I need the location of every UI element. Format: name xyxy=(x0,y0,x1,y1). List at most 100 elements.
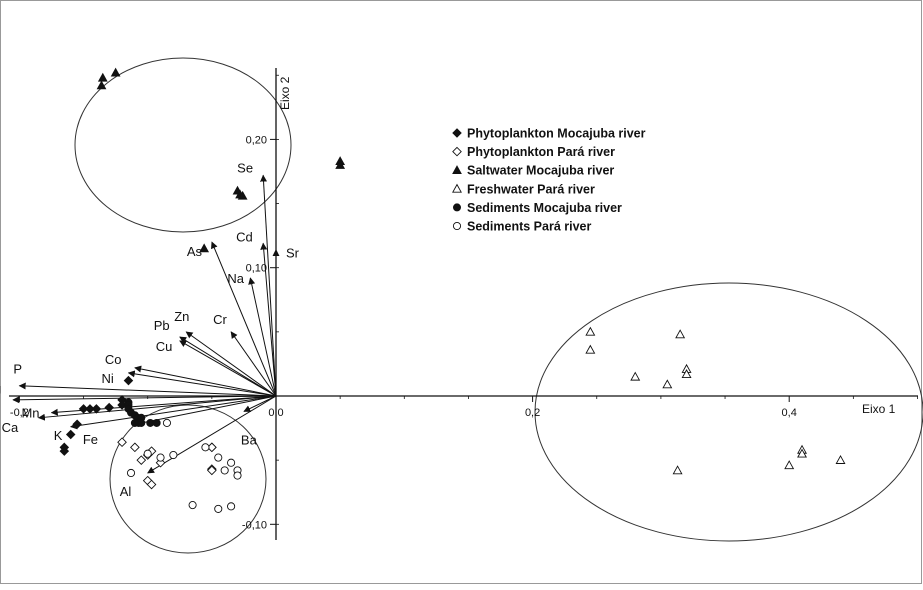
loading-label-fe: Fe xyxy=(83,432,98,447)
legend-label-phytoplankton-mocajuba-river: Phytoplankton Mocajuba river xyxy=(467,127,646,141)
y-axis-label: Eixo 2 xyxy=(278,76,292,110)
point-sediments-par-river xyxy=(126,468,136,478)
loading-arrow-al xyxy=(147,395,277,474)
loading-label-cu: Cu xyxy=(156,339,173,354)
point-phytoplankton-mocajuba-river xyxy=(72,419,82,429)
legend-marker-phytoplankton-par-river xyxy=(452,146,462,157)
point-freshwater-par-river xyxy=(835,455,846,464)
point-phytoplankton-par-river xyxy=(146,479,157,490)
legend-marker-phytoplankton-mocajuba-river xyxy=(452,128,462,138)
legend-label-phytoplankton-par-river: Phytoplankton Pará river xyxy=(467,145,615,159)
loading-label-sr: Sr xyxy=(286,246,300,261)
ellipse-saltwater-cluster xyxy=(74,57,292,233)
cluster-ellipses xyxy=(74,57,923,554)
point-phytoplankton-mocajuba-river xyxy=(65,429,76,440)
x-tick-label: 0,0 xyxy=(268,407,283,419)
point-saltwater-mocajuba-river xyxy=(97,72,108,82)
point-freshwater-par-river xyxy=(585,326,596,336)
tick-labels: -0,2 0,0 0,2 0,4 0,20 0,10 -0,10 Eixo 1 Eixo 2 xyxy=(10,76,896,531)
point-freshwater-par-river xyxy=(675,329,686,339)
loading-arrow-cu xyxy=(179,340,277,397)
loading-label-zn: Zn xyxy=(174,309,189,324)
point-saltwater-mocajuba-river xyxy=(335,160,346,169)
ellipse-freshwater-cluster xyxy=(534,282,923,542)
loading-arrow-se xyxy=(260,174,277,397)
point-phytoplankton-par-river xyxy=(155,457,166,468)
loading-arrow-na xyxy=(248,277,277,397)
legend: Phytoplankton Mocajuba river Phytoplankto… xyxy=(452,127,646,234)
loading-arrow-pb xyxy=(179,336,277,397)
loading-arrow-as xyxy=(211,241,277,397)
point-sediments-par-river xyxy=(227,458,236,467)
legend-marker-freshwater-par-river xyxy=(452,183,462,193)
loading-arrow-ba xyxy=(243,395,277,412)
x-tick-label: -0,2 xyxy=(10,407,29,419)
legend-marker-sediments-par-river xyxy=(452,221,462,231)
loading-arrow-p xyxy=(18,382,277,397)
x-axis-label: Eixo 1 xyxy=(862,402,896,416)
legend-marker-sediments-mocajuba-river xyxy=(452,203,461,212)
point-phytoplankton-mocajuba-river xyxy=(104,402,114,413)
loading-label-pb: Pb xyxy=(154,318,170,333)
point-phytoplankton-mocajuba-river xyxy=(123,375,134,386)
loading-label-ca: Ca xyxy=(2,420,19,435)
loading-label-ba: Ba xyxy=(241,432,258,447)
point-phytoplankton-par-river xyxy=(146,446,157,457)
point-saltwater-mocajuba-river xyxy=(110,67,121,77)
point-sediments-par-river xyxy=(214,453,223,462)
point-sediments-par-river xyxy=(169,450,178,460)
point-freshwater-par-river xyxy=(672,465,683,475)
loading-label-as: As xyxy=(187,244,203,259)
point-sediments-par-river xyxy=(220,466,229,475)
point-phytoplankton-par-river xyxy=(207,465,217,476)
point-sediments-par-river xyxy=(201,443,210,452)
point-freshwater-par-river xyxy=(681,369,692,378)
loading-arrow-mg xyxy=(12,395,277,404)
point-freshwater-par-river xyxy=(630,371,641,381)
x-tick-label: 0,2 xyxy=(525,407,540,419)
point-sediments-mocajuba-river xyxy=(137,418,146,427)
loading-arrow-k xyxy=(70,395,277,430)
loading-label-al: Al xyxy=(120,484,132,499)
ellipse-sediment-cluster xyxy=(109,404,267,554)
loading-arrow-ca xyxy=(37,395,277,421)
loading-label-cd: Cd xyxy=(236,229,253,244)
loading-arrow-zn xyxy=(185,331,277,397)
legend-label-sediments-par-river: Sediments Pará river xyxy=(467,220,592,234)
point-sediments-mocajuba-river xyxy=(152,418,161,427)
loading-label-k: K xyxy=(54,428,63,443)
loading-label-cr: Cr xyxy=(213,312,227,327)
point-sediments-par-river xyxy=(188,501,197,510)
loading-arrow-cr xyxy=(230,331,277,397)
point-phytoplankton-par-river xyxy=(136,455,147,465)
loading-label-ni: Ni xyxy=(101,371,113,386)
point-phytoplankton-mocajuba-river xyxy=(78,404,89,414)
point-sediments-par-river xyxy=(143,449,152,458)
loading-label-na: Na xyxy=(227,271,244,286)
point-phytoplankton-mocajuba-river xyxy=(59,446,70,456)
loading-label-mn: Mn xyxy=(21,406,39,421)
x-tick-label: 0,4 xyxy=(782,407,797,419)
loading-arrow-ni xyxy=(127,370,277,397)
loading-label-mg: Mg xyxy=(0,381,1,396)
y-tick-label: 0,10 xyxy=(246,263,267,275)
point-sediments-par-river xyxy=(233,471,242,480)
loading-arrow-cd xyxy=(260,242,277,397)
point-sediments-par-river xyxy=(162,418,171,427)
point-sediments-par-river xyxy=(214,504,223,513)
point-freshwater-par-river xyxy=(784,460,795,470)
loading-label-se: Se xyxy=(237,160,253,175)
legend-label-freshwater-par-river: Freshwater Pará river xyxy=(467,182,595,196)
point-saltwater-mocajuba-river xyxy=(237,190,248,200)
point-phytoplankton-mocajuba-river xyxy=(85,404,95,414)
point-sediments-par-river xyxy=(227,502,236,511)
point-phytoplankton-par-river xyxy=(130,442,140,453)
point-freshwater-par-river xyxy=(662,379,673,389)
point-sediments-par-river xyxy=(156,453,165,462)
point-freshwater-par-river xyxy=(585,344,596,354)
point-phytoplankton-par-river xyxy=(117,437,127,448)
legend-label-sediments-mocajuba-river: Sediments Mocajuba river xyxy=(467,201,622,215)
